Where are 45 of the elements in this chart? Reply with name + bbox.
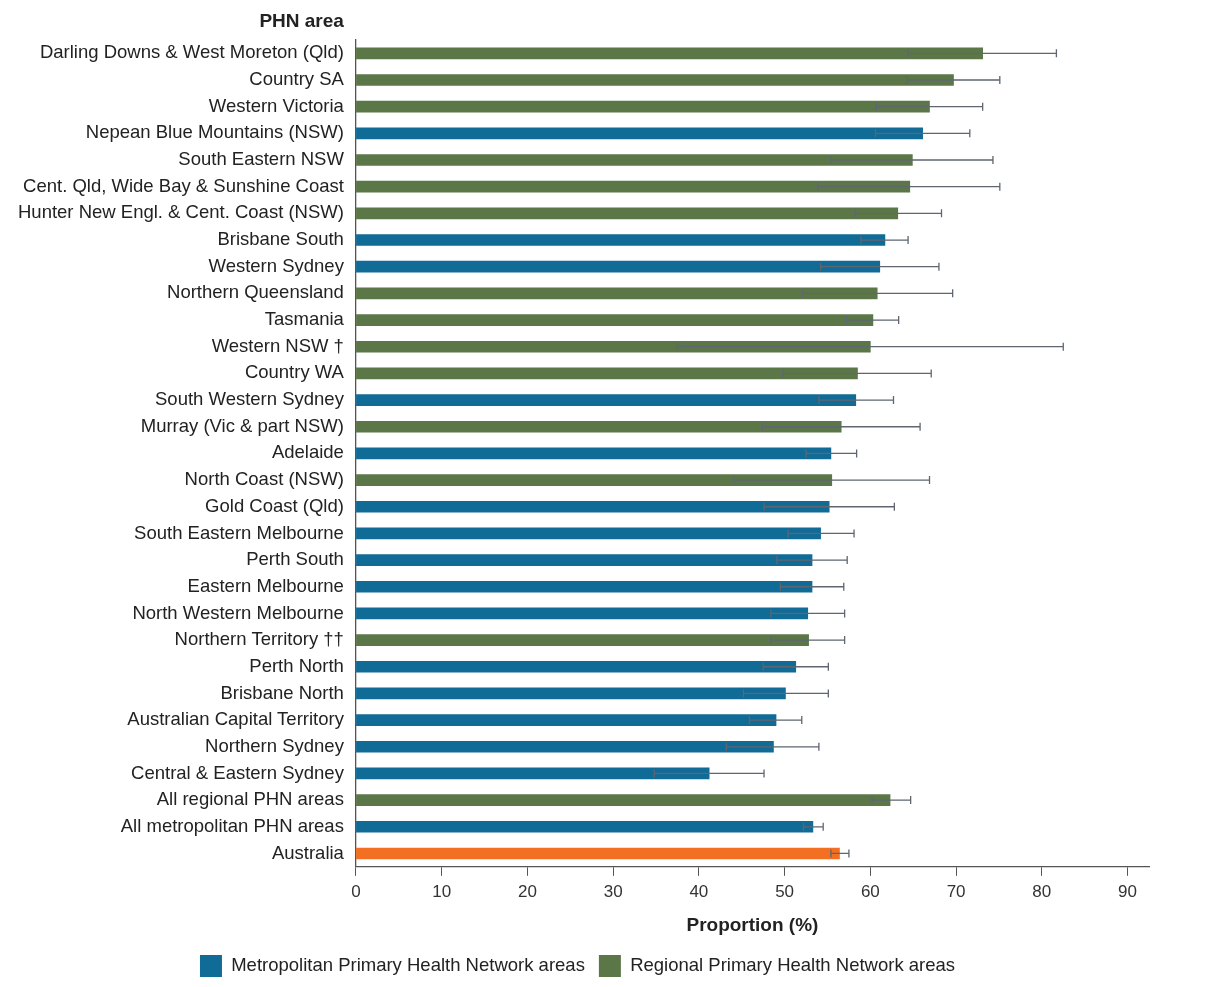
x-tick-label: 70 (946, 881, 966, 901)
x-tick-label: 30 (603, 881, 623, 901)
y-tick-label: Tasmania (264, 308, 345, 330)
y-tick-label: Perth North (249, 654, 344, 676)
y-tick-label: Northern Queensland (167, 281, 344, 303)
y-tick-label: Brisbane South (217, 228, 344, 250)
y-axis-title: PHN area (259, 10, 345, 32)
y-tick-label: Eastern Melbourne (187, 574, 344, 596)
x-tick-label: 20 (517, 881, 537, 901)
x-tick-label: 10 (432, 881, 452, 901)
y-tick-label: Country SA (249, 68, 345, 90)
y-tick-label: Northern Sydney (205, 734, 345, 756)
y-tick-label: Australia (271, 841, 345, 863)
y-tick-label: Central & Eastern Sydney (131, 761, 345, 783)
legend-label: Regional Primary Health Network areas (630, 954, 956, 976)
y-tick-label: Gold Coast (Qld) (205, 494, 344, 516)
x-tick-label: 50 (775, 881, 795, 901)
y-tick-label: Nepean Blue Mountains (NSW) (85, 121, 344, 143)
x-tick-label: 40 (689, 881, 709, 901)
y-tick-label: Northern Territory †† (174, 628, 344, 650)
y-tick-label: All regional PHN areas (156, 788, 344, 810)
y-tick-label: North Coast (NSW) (184, 468, 344, 490)
y-tick-label: Cent. Qld, Wide Bay & Sunshine Coast (23, 174, 344, 196)
y-tick-label: North Western Melbourne (132, 601, 344, 623)
y-tick-label: Hunter New Engl. & Cent. Coast (NSW) (17, 201, 344, 223)
y-tick-label: South Eastern Melbourne (134, 521, 344, 543)
y-tick-label: Murray (Vic & part NSW) (140, 414, 344, 436)
x-axis-title: Proportion (%) (686, 913, 819, 935)
y-tick-label: Country WA (244, 361, 345, 383)
y-tick-label: South Western Sydney (155, 388, 345, 410)
y-tick-label: Western Sydney (208, 254, 345, 276)
legend-label: Metropolitan Primary Health Network areas (231, 954, 585, 976)
x-tick-label: 90 (1118, 881, 1138, 901)
y-tick-label: Australian Capital Territory (127, 708, 345, 730)
y-tick-label: Western NSW † (211, 334, 344, 356)
y-tick-label: All metropolitan PHN areas (120, 814, 344, 836)
y-tick-label: Adelaide (271, 441, 344, 463)
y-tick-label: Brisbane North (220, 681, 344, 703)
y-tick-label: Western Victoria (208, 94, 345, 116)
x-tick-label: 60 (860, 881, 880, 901)
y-tick-label: South Eastern NSW (178, 148, 345, 170)
y-tick-label: Perth South (246, 548, 344, 570)
x-tick-label: 80 (1032, 881, 1052, 901)
x-tick-label: 0 (351, 881, 361, 901)
y-tick-label: Darling Downs & West Moreton (Qld) (39, 41, 344, 63)
